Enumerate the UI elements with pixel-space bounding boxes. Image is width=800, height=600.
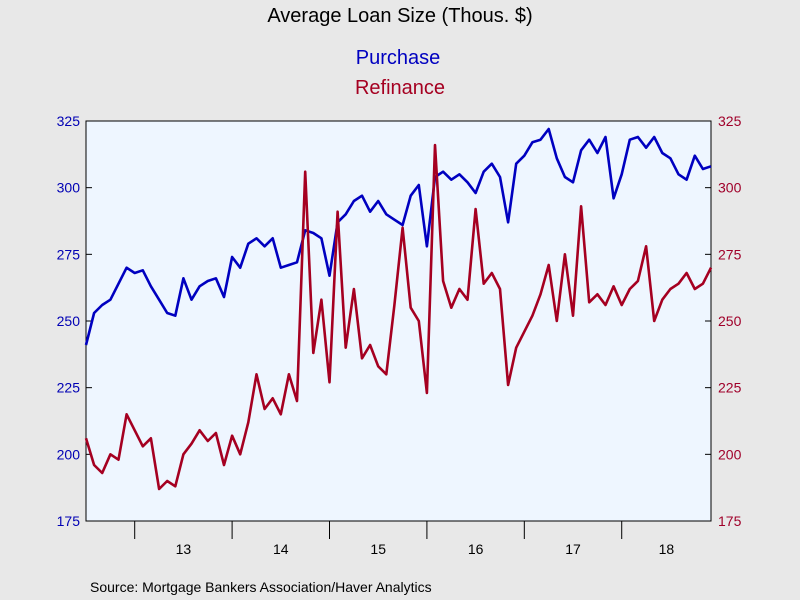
right-y-tick-label: 250 — [718, 313, 742, 329]
right-y-tick-label: 300 — [718, 180, 742, 196]
right-y-tick-label: 275 — [718, 246, 742, 262]
left-y-axis: 175 200 225 250 275 300 325 — [57, 113, 92, 529]
chart-title: Average Loan Size (Thous. $) — [267, 5, 532, 27]
left-y-tick-label: 250 — [57, 313, 81, 329]
x-axis: 13 14 15 16 17 18 — [134, 521, 675, 557]
right-y-tick-label: 175 — [718, 513, 742, 529]
right-y-tick-label: 200 — [718, 446, 742, 462]
series-line-purchase — [84, 127, 712, 346]
plot-area — [85, 120, 712, 522]
left-y-tick-label: 200 — [57, 446, 81, 462]
right-y-tick-label: 225 — [718, 380, 742, 396]
source-note: Source: Mortgage Bankers Association/Hav… — [90, 579, 432, 595]
left-y-tick-label: 275 — [57, 246, 81, 262]
x-tick-label: 15 — [370, 541, 386, 557]
series-line-refinance — [84, 143, 713, 491]
left-y-tick-label: 300 — [57, 180, 81, 196]
x-tick-label: 16 — [468, 541, 484, 557]
left-y-tick-label: 175 — [57, 513, 81, 529]
x-tick-label: 17 — [565, 541, 581, 557]
right-y-axis: 175 200 225 250 275 300 325 — [705, 113, 742, 529]
series-lines — [84, 127, 713, 491]
x-tick-label: 18 — [659, 541, 675, 557]
left-y-tick-label: 225 — [57, 380, 81, 396]
legend-refinance: Refinance — [355, 77, 445, 99]
legend-purchase: Purchase — [356, 47, 441, 69]
right-y-tick-label: 325 — [718, 113, 742, 129]
x-tick-label: 14 — [273, 541, 289, 557]
left-y-tick-label: 325 — [57, 113, 81, 129]
x-tick-label: 13 — [176, 541, 192, 557]
